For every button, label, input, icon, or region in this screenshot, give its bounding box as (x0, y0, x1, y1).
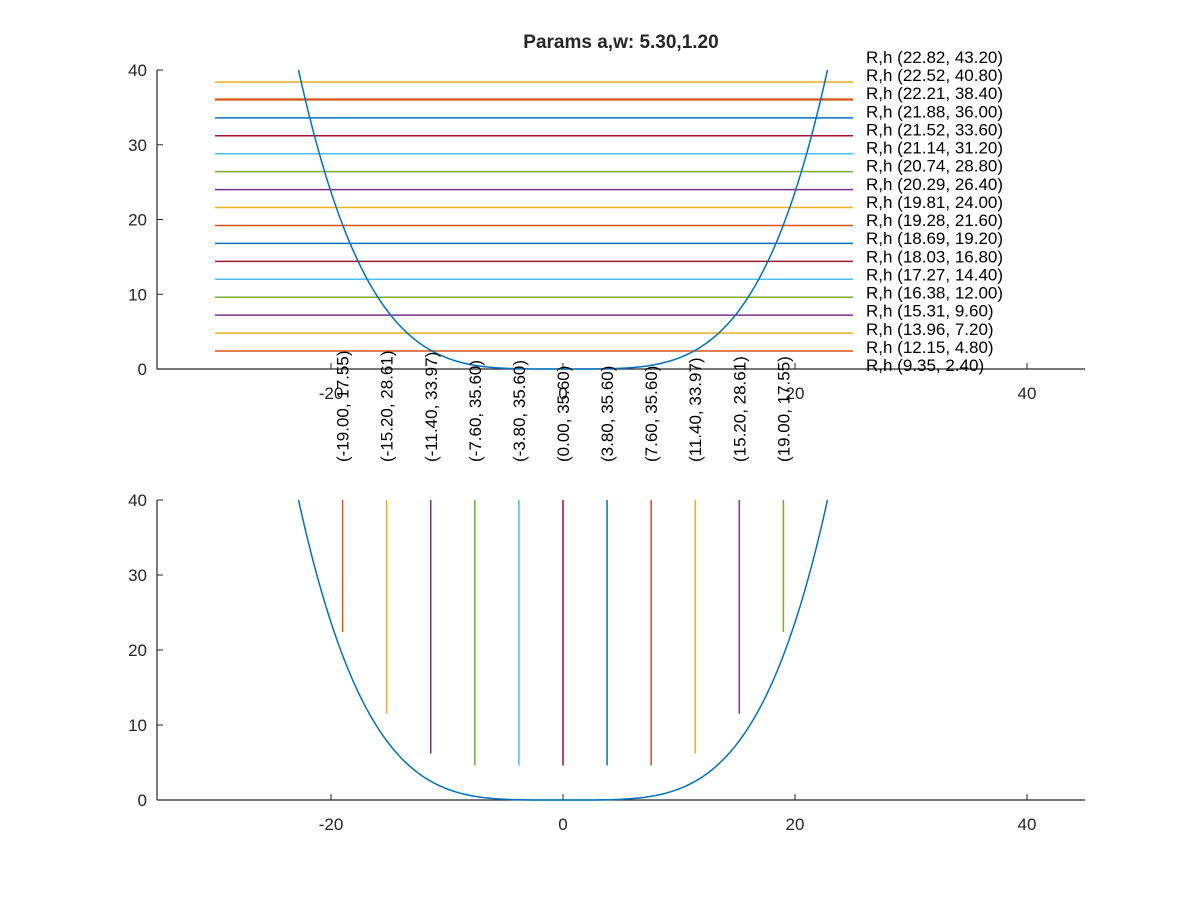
y-tick-label: 0 (138, 791, 147, 810)
right-label: R,h (22.82, 43.20) (866, 48, 1003, 67)
right-label: R,h (13.96, 7.20) (866, 320, 994, 339)
right-label: R,h (21.14, 31.20) (866, 139, 1003, 158)
y-tick-label: 10 (128, 285, 147, 304)
y-tick-label: 20 (128, 641, 147, 660)
y-tick-label: 40 (128, 491, 147, 510)
y-tick-label: 40 (128, 61, 147, 80)
right-label: R,h (17.27, 14.40) (866, 265, 1003, 284)
vertical-label: (7.60, 35.60) (642, 366, 661, 462)
right-label: R,h (16.38, 12.00) (866, 284, 1003, 303)
x-tick-label: 40 (1018, 384, 1037, 403)
y-tick-label: 0 (138, 360, 147, 379)
right-label: R,h (18.03, 16.80) (866, 247, 1003, 266)
y-tick-label: 30 (128, 566, 147, 585)
right-label: R,h (22.52, 40.80) (866, 66, 1003, 85)
x-tick-label: 0 (558, 384, 567, 403)
chart-title: Params a,w: 5.30,1.20 (523, 32, 718, 53)
y-tick-label: 10 (128, 716, 147, 735)
vertical-label: (3.80, 35.60) (598, 366, 617, 462)
vertical-label: (11.40, 33.97) (686, 357, 705, 462)
y-tick-label: 20 (128, 211, 147, 230)
x-tick-label: 40 (1018, 815, 1037, 834)
x-tick-label: 20 (786, 815, 805, 834)
vertical-label: (0.00, 35.60) (554, 366, 573, 462)
right-label: R,h (20.74, 28.80) (866, 157, 1003, 176)
x-tick-label: 0 (558, 815, 567, 834)
right-label: R,h (12.15, 4.80) (866, 338, 994, 357)
right-label: R,h (22.21, 38.40) (866, 84, 1003, 103)
right-label: R,h (19.28, 21.60) (866, 211, 1003, 230)
vertical-label: (19.00, 17.55) (774, 356, 793, 462)
vertical-label: (-15.20, 28.61) (378, 350, 397, 462)
right-label: R,h (19.81, 24.00) (866, 193, 1003, 212)
x-tick-label: -20 (319, 384, 344, 403)
x-tick-label: 20 (786, 384, 805, 403)
right-label: R,h (20.29, 26.40) (866, 175, 1003, 194)
vertical-label: (15.20, 28.61) (730, 356, 749, 462)
parabola-curve (297, 69, 829, 370)
vertical-label: (-19.00, 17.55) (334, 350, 353, 462)
right-label: R,h (21.52, 33.60) (866, 120, 1003, 139)
right-label: R,h (21.88, 36.00) (866, 102, 1003, 121)
y-tick-label: 30 (128, 136, 147, 155)
bottom-plot: -20 0 20 40 0 10 20 30 40 (128, 491, 1085, 834)
vertical-label: (-7.60, 35.60) (466, 360, 485, 462)
right-label: R,h (18.69, 19.20) (866, 229, 1003, 248)
vertical-label: (-11.40, 33.97) (422, 352, 441, 462)
vertical-label: (-3.80, 35.60) (510, 360, 529, 462)
right-label: R,h (15.31, 9.60) (866, 302, 994, 321)
parabola-curve (297, 499, 829, 801)
right-label: R,h (9.35, 2.40) (866, 356, 984, 375)
x-tick-label: -20 (319, 815, 344, 834)
